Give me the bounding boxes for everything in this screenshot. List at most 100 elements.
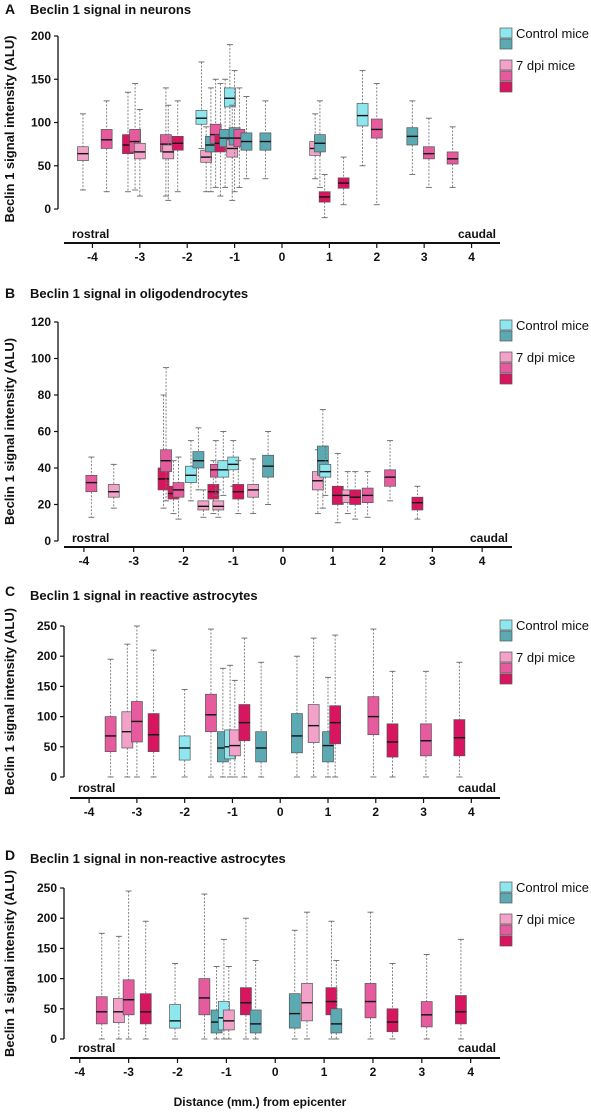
legend-swatch bbox=[499, 924, 513, 936]
x-tick-label: 3 bbox=[429, 554, 436, 568]
x-tick-label: -1 bbox=[227, 805, 238, 819]
box-dpi-mid bbox=[160, 87, 172, 197]
legend-swatch bbox=[499, 330, 513, 342]
box-dpi-dark bbox=[386, 963, 399, 1040]
panel-letter: D bbox=[5, 847, 15, 863]
box-dpi-mid bbox=[129, 83, 141, 191]
box-dpi-mid bbox=[122, 890, 135, 1040]
box-body bbox=[185, 465, 197, 483]
box-control-dark bbox=[291, 655, 303, 778]
box-control-light bbox=[217, 431, 230, 496]
legend-item: Control mice bbox=[499, 26, 589, 50]
legend-swatch bbox=[499, 913, 513, 925]
box-dpi-dark bbox=[411, 485, 424, 520]
box-body bbox=[113, 998, 125, 1024]
x-tick-label: -3 bbox=[134, 250, 145, 264]
box-dpi-mid bbox=[364, 911, 377, 1040]
legend-label: Control mice bbox=[516, 26, 589, 41]
x-tick-label: -1 bbox=[228, 554, 239, 568]
x-tick-label: -2 bbox=[179, 805, 190, 819]
y-tick-label: 50 bbox=[38, 159, 52, 173]
box-body bbox=[197, 500, 210, 511]
x-tick-label: 3 bbox=[418, 1065, 425, 1079]
box-dpi-mid bbox=[100, 100, 113, 193]
x-tick-label: -2 bbox=[178, 554, 189, 568]
x-tick-label: -2 bbox=[182, 250, 193, 264]
y-tick-label: 200 bbox=[37, 911, 57, 925]
panel-letter: B bbox=[5, 285, 15, 301]
box-body bbox=[227, 456, 240, 471]
box-control-dark bbox=[192, 427, 205, 491]
y-tick-label: 100 bbox=[31, 116, 51, 130]
box-body bbox=[322, 731, 334, 763]
box-body bbox=[198, 978, 211, 1016]
box-dpi-mid bbox=[160, 367, 172, 502]
legend-swatch bbox=[499, 373, 513, 385]
box-body bbox=[212, 500, 225, 511]
box-control-dark bbox=[288, 929, 301, 1040]
x-tick-label: 4 bbox=[479, 554, 486, 568]
y-tick-label: 80 bbox=[38, 388, 52, 402]
y-tick-label: 200 bbox=[37, 649, 57, 663]
legend-swatch bbox=[499, 27, 513, 39]
box-control-dark bbox=[240, 96, 253, 180]
legend-label: 7 dpi mice bbox=[516, 58, 575, 73]
legend-swatch bbox=[499, 81, 513, 93]
box-dpi-dark bbox=[238, 637, 251, 778]
x-tick-label: 3 bbox=[420, 805, 427, 819]
x-tick-label: 0 bbox=[277, 805, 284, 819]
box-dpi-light bbox=[107, 463, 120, 509]
box-dpi-mid bbox=[420, 953, 433, 1040]
y-tick-label: 200 bbox=[31, 29, 51, 43]
y-tick-label: 0 bbox=[44, 202, 51, 216]
box-dpi-mid bbox=[446, 126, 459, 188]
box-body bbox=[319, 464, 332, 478]
box-body bbox=[107, 484, 120, 498]
x-tick-label: -4 bbox=[87, 250, 98, 264]
rostral-label: rostral bbox=[78, 1041, 115, 1055]
y-axis-label: Beclin 1 signal intensity (ALU) bbox=[2, 35, 17, 222]
x-tick-label: -3 bbox=[128, 554, 139, 568]
caudal-label: caudal bbox=[458, 781, 496, 795]
box-control-light bbox=[169, 963, 181, 1040]
box-control-dark bbox=[330, 960, 343, 1040]
box-dpi-light bbox=[162, 104, 175, 201]
legend-item: 7 dpi mice bbox=[499, 58, 575, 93]
legend-swatch bbox=[499, 362, 513, 374]
box-body bbox=[386, 1008, 399, 1033]
legend-swatch bbox=[499, 38, 513, 50]
box-body bbox=[386, 723, 399, 758]
panel-title: Beclin 1 signal in neurons bbox=[30, 2, 191, 17]
box-dpi-mid bbox=[420, 670, 432, 778]
x-tick-label: -3 bbox=[132, 805, 143, 819]
box-body bbox=[195, 110, 208, 125]
x-tick-label: 0 bbox=[272, 1065, 279, 1079]
box-dpi-mid bbox=[384, 440, 396, 502]
legend-swatch bbox=[499, 673, 513, 685]
box-dpi-mid bbox=[198, 893, 211, 1040]
y-tick-label: 150 bbox=[37, 679, 57, 693]
legend-swatch bbox=[499, 935, 513, 947]
box-dpi-mid bbox=[370, 83, 383, 206]
box-body bbox=[255, 731, 267, 763]
legend-swatch bbox=[499, 662, 513, 674]
box-body bbox=[291, 713, 303, 754]
box-control-light bbox=[227, 440, 240, 487]
box-control-dark bbox=[259, 100, 272, 180]
box-dpi-dark bbox=[386, 670, 399, 778]
box-body bbox=[384, 469, 396, 487]
box-body bbox=[217, 460, 230, 478]
box-body bbox=[411, 496, 424, 511]
box-body bbox=[240, 987, 252, 1016]
y-tick-label: 100 bbox=[37, 972, 57, 986]
box-body bbox=[122, 979, 135, 1016]
rostral-label: rostral bbox=[72, 531, 109, 545]
box-body bbox=[249, 1009, 262, 1034]
caudal-label: caudal bbox=[470, 531, 508, 545]
panel-letter: C bbox=[5, 583, 15, 599]
legend-swatch bbox=[499, 881, 513, 893]
rostral-label: rostral bbox=[78, 781, 115, 795]
x-tick-label: -1 bbox=[229, 250, 240, 264]
panel-title: Beclin 1 signal in oligodendrocytes bbox=[30, 286, 248, 301]
legend-label: Control mice bbox=[516, 318, 589, 333]
